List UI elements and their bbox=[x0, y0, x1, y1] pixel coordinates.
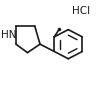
Text: HN: HN bbox=[1, 30, 17, 40]
Text: HCl: HCl bbox=[72, 6, 90, 16]
